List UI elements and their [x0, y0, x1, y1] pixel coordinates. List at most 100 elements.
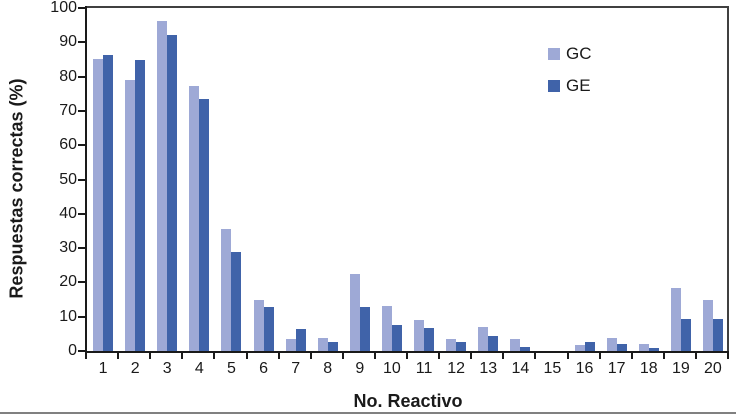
bar-ge-10 [391, 324, 402, 351]
y-tick-mark [78, 247, 85, 250]
bar-gc-3 [157, 20, 168, 351]
x-tick-mark [85, 353, 87, 359]
x-tick-label: 5 [226, 360, 236, 377]
x-tick-label: 15 [543, 360, 562, 377]
x-tick-label: 11 [415, 360, 433, 377]
x-tick-mark [277, 353, 280, 359]
x-tick-label: 4 [194, 360, 204, 377]
y-tick-label: 90 [59, 33, 77, 51]
x-tick-mark [566, 353, 569, 359]
x-tick-mark [694, 353, 697, 359]
x-tick-label: 9 [355, 360, 365, 377]
bar-gc-14 [510, 338, 521, 351]
legend-item-ge: GE [548, 77, 592, 94]
x-tick-mark [534, 353, 537, 359]
bar-ge-12 [456, 342, 467, 351]
y-tick-label: 10 [59, 307, 77, 325]
bar-ge-13 [488, 335, 499, 351]
legend-label-ge: GE [566, 76, 591, 95]
x-tick-label: 1 [98, 360, 108, 377]
x-tick-label: 12 [447, 360, 466, 377]
bar-ge-11 [424, 328, 435, 351]
y-tick-label: 20 [59, 273, 77, 291]
x-tick-mark [438, 353, 441, 359]
x-tick-label: 19 [671, 360, 690, 377]
x-tick-label: 14 [511, 360, 530, 377]
bar-gc-10 [381, 306, 392, 351]
y-tick-mark [78, 212, 85, 215]
bar-gc-4 [189, 86, 200, 351]
x-tick-label: 10 [383, 360, 401, 377]
bar-gc-11 [414, 319, 425, 351]
x-tick-label: 13 [479, 360, 498, 377]
y-tick-label: 60 [59, 136, 77, 154]
bar-ge-17 [616, 344, 627, 351]
bar-ge-19 [680, 319, 691, 351]
y-tick-label: 50 [59, 170, 77, 188]
bar-gc-9 [349, 274, 360, 351]
bar-gc-8 [317, 338, 328, 351]
y-tick-label: 0 [68, 342, 77, 359]
bar-ge-7 [295, 328, 306, 351]
x-tick-mark [470, 353, 473, 359]
bar-gc-12 [446, 338, 457, 351]
bar-gc-6 [253, 299, 264, 351]
bar-ge-14 [520, 346, 531, 351]
x-tick-mark [341, 353, 344, 359]
y-tick-label: 30 [59, 239, 77, 257]
bar-ge-2 [135, 60, 146, 351]
bar-ge-3 [167, 34, 178, 351]
x-tick-mark [662, 353, 665, 359]
y-axis-line [85, 6, 87, 351]
x-tick-mark [502, 353, 505, 359]
legend-item-gc: GC [548, 45, 592, 62]
x-tick-mark [213, 353, 216, 359]
y-tick-label: 40 [59, 204, 77, 222]
x-tick-label: 18 [639, 360, 658, 377]
y-tick-label: 100 [50, 0, 77, 16]
gc-series-swatch [548, 47, 560, 60]
x-tick-label: 20 [704, 360, 722, 377]
bar-gc-16 [574, 345, 585, 351]
x-tick-label: 2 [130, 360, 140, 377]
bar-gc-20 [702, 299, 713, 351]
x-tick-label: 16 [575, 360, 594, 377]
bar-ge-9 [359, 306, 370, 351]
y-tick-mark [78, 281, 85, 284]
legend: GC GE [548, 45, 592, 94]
x-tick-mark [373, 353, 376, 359]
bar-gc-2 [125, 80, 136, 351]
bar-ge-8 [327, 341, 338, 351]
ge-series-swatch [548, 79, 560, 92]
x-tick-mark [117, 353, 120, 359]
y-tick-mark [78, 75, 85, 78]
bar-ge-18 [648, 347, 659, 351]
y-tick-mark [78, 7, 85, 9]
x-tick-mark [598, 353, 601, 359]
x-axis-title: No. Reactivo [353, 391, 463, 411]
x-tick-mark [181, 353, 184, 359]
x-tick-mark [309, 353, 312, 359]
bar-ge-4 [199, 98, 210, 351]
footer-rule [0, 412, 736, 414]
legend-label-gc: GC [566, 44, 592, 63]
bar-ge-16 [584, 342, 595, 351]
x-tick-mark [406, 353, 408, 359]
bar-gc-7 [285, 338, 296, 351]
y-tick-mark [78, 41, 85, 44]
y-tick-mark [78, 109, 85, 112]
x-tick-mark [245, 353, 248, 359]
y-tick-label: 70 [59, 101, 77, 119]
bar-gc-18 [638, 344, 649, 351]
bar-gc-5 [221, 229, 232, 351]
x-tick-label: 7 [291, 360, 301, 377]
bar-ge-6 [263, 307, 274, 351]
x-tick-label: 17 [607, 360, 626, 377]
bar-ge-5 [231, 252, 242, 351]
x-tick-label: 6 [259, 360, 268, 377]
y-tick-label: 80 [59, 67, 77, 85]
bar-ge-20 [712, 319, 723, 351]
bar-gc-13 [478, 326, 489, 351]
y-tick-mark [78, 315, 85, 318]
